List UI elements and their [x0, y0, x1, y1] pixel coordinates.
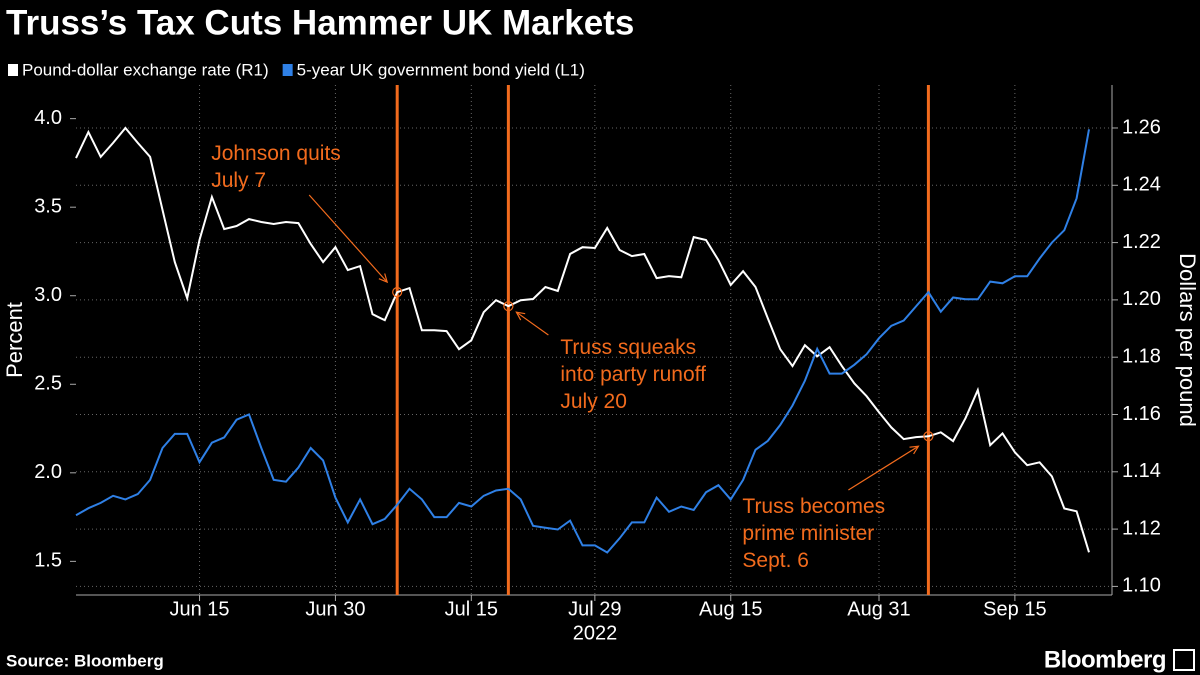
- annotation-text: July 7: [211, 169, 266, 192]
- chart-title: Truss’s Tax Cuts Hammer UK Markets: [6, 3, 634, 42]
- y2-tick-label: 1.10: [1122, 575, 1161, 597]
- x-tick-label: Jul 29: [568, 598, 621, 620]
- annotation-text: into party runoff: [560, 363, 706, 386]
- x-tick-label: Jun 30: [305, 598, 365, 620]
- x-tick-label: Sep 15: [983, 598, 1046, 620]
- event-point: [923, 431, 934, 442]
- y-tick-label: 4.0: [34, 107, 62, 129]
- annotation-arrowhead: [909, 445, 920, 455]
- series-line: [75, 129, 1090, 554]
- y2-tick-label: 1.16: [1122, 403, 1161, 425]
- y-tick-label: 3.5: [34, 195, 62, 217]
- y2-tick-label: 1.14: [1122, 460, 1161, 482]
- annotation-text: prime minister: [742, 522, 874, 545]
- annotation-arrow: [308, 194, 388, 283]
- annotation-text: Johnson quits: [211, 142, 341, 165]
- source: Source: Bloomberg: [6, 651, 164, 670]
- annotation-arrowhead: [515, 311, 526, 321]
- y2-tick-label: 1.20: [1122, 288, 1161, 310]
- legend-swatch: [282, 64, 293, 76]
- y-axis-label: Percent: [2, 302, 27, 378]
- y-tick-label: 2.0: [34, 461, 62, 483]
- annotation-text: Sept. 6: [742, 549, 809, 572]
- annotation-text: Truss squeaks: [560, 336, 696, 359]
- event-point: [503, 301, 514, 312]
- annotation-text: July 20: [560, 390, 627, 413]
- y2-tick-label: 1.24: [1122, 174, 1161, 196]
- brand-icon: [1173, 649, 1195, 671]
- legend-swatch: [8, 64, 18, 76]
- brand: Bloomberg: [1044, 646, 1166, 673]
- y2-tick-label: 1.26: [1122, 116, 1161, 138]
- x-axis-label: 2022: [573, 622, 618, 644]
- y2-axis-label: Dollars per pound: [1175, 253, 1200, 427]
- annotation-text: Truss becomes: [742, 495, 885, 518]
- x-tick-label: Aug 15: [699, 598, 762, 620]
- annotation-arrowhead: [378, 273, 389, 284]
- x-tick-label: Jun 15: [170, 598, 230, 620]
- x-tick-label: Jul 15: [445, 598, 498, 620]
- y-tick-label: 1.5: [34, 550, 62, 572]
- legend-label: 5-year UK government bond yield (L1): [297, 60, 585, 79]
- y2-tick-label: 1.12: [1122, 517, 1161, 539]
- event-point: [392, 287, 403, 298]
- y2-tick-label: 1.22: [1122, 231, 1161, 253]
- x-tick-label: Aug 31: [847, 598, 910, 620]
- legend-label: Pound-dollar exchange rate (R1): [22, 60, 269, 79]
- y-tick-label: 3.0: [34, 284, 62, 306]
- series-line: [75, 126, 1090, 553]
- annotation-arrow: [516, 311, 549, 336]
- y-tick-label: 2.5: [34, 373, 62, 395]
- annotation-arrow: [848, 445, 919, 491]
- y2-tick-label: 1.18: [1122, 345, 1161, 367]
